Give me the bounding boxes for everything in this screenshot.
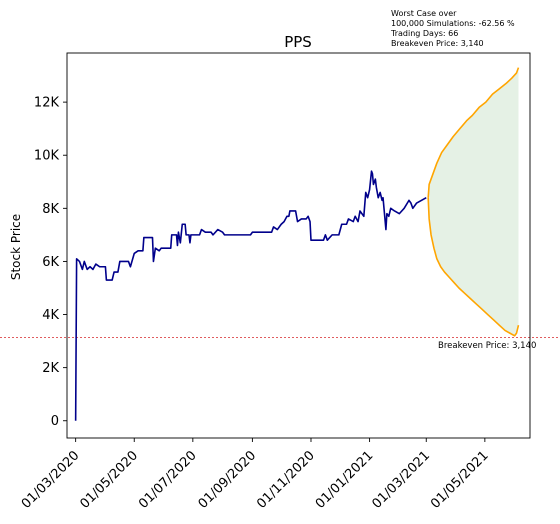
x-tick-label: 01/09/2020 bbox=[196, 448, 260, 512]
plot-frame bbox=[66, 52, 531, 439]
simulation-info: Worst Case over 100,000 Simulations: -62… bbox=[391, 9, 515, 49]
x-tick-label: 01/03/2021 bbox=[369, 448, 433, 512]
simulation-band-area bbox=[428, 67, 519, 336]
series-line-history bbox=[74, 170, 427, 421]
info-line-2: 100,000 Simulations: -62.56 % bbox=[391, 19, 515, 28]
y-tick-label: 0 bbox=[51, 414, 59, 429]
x-tick-label: 01/01/2021 bbox=[313, 448, 377, 512]
info-line-3: Trading Days: 66 bbox=[391, 29, 459, 38]
breakeven-label: Breakeven Price: 3,140 bbox=[438, 341, 536, 351]
y-tick-label: 8K bbox=[42, 202, 59, 217]
y-tick-label: 2K bbox=[42, 361, 59, 376]
y-axis-label: Stock Price bbox=[9, 214, 23, 280]
axes bbox=[66, 52, 531, 439]
y-tick-label: 6K bbox=[42, 255, 59, 270]
simulation-band bbox=[428, 67, 519, 336]
x-tick-label: 01/05/2020 bbox=[77, 448, 141, 512]
x-tick-label: 01/05/2021 bbox=[428, 448, 492, 512]
x-tick-label: 01/03/2020 bbox=[19, 448, 83, 512]
y-ticks: 0 2K 4K 6K 8K 10K 12K bbox=[34, 96, 67, 429]
y-tick-label: 12K bbox=[34, 96, 60, 111]
info-line-4: Breakeven Price: 3,140 bbox=[391, 39, 484, 48]
y-tick-label: 10K bbox=[34, 149, 60, 164]
y-tick-label: 4K bbox=[42, 308, 59, 323]
series-group bbox=[74, 67, 520, 421]
info-line-1: Worst Case over bbox=[391, 9, 457, 18]
x-tick-label: 01/11/2020 bbox=[254, 448, 318, 512]
series-line-simulation-lower bbox=[427, 197, 520, 337]
x-tick-label: 01/07/2020 bbox=[136, 448, 200, 512]
x-ticks: 01/03/202001/05/202001/07/202001/09/2020… bbox=[19, 438, 492, 512]
series-line-simulation-upper bbox=[427, 67, 520, 198]
chart-title: PPS bbox=[284, 33, 312, 51]
